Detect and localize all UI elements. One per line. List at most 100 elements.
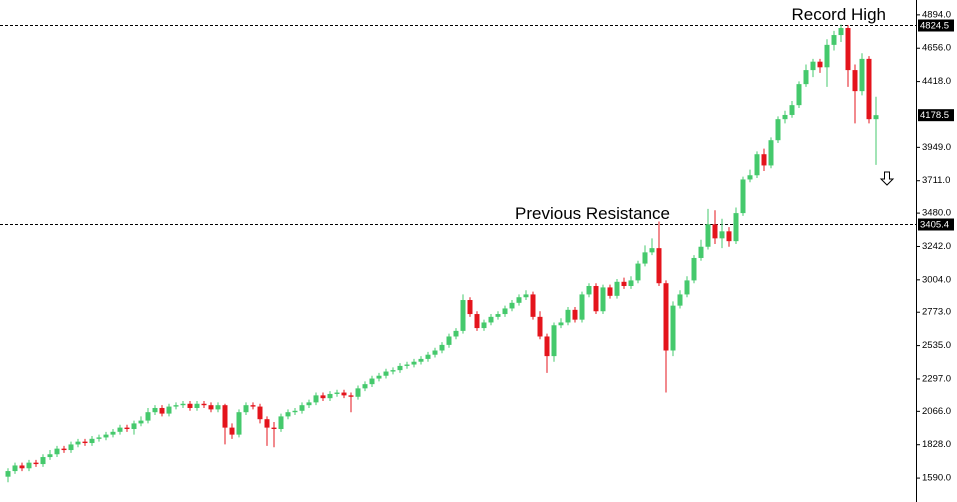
candle-body (404, 364, 410, 366)
candle-body (460, 300, 466, 331)
candle-body (733, 213, 739, 242)
candle-body (838, 28, 844, 36)
candle-body (656, 248, 662, 284)
candle-body (362, 384, 368, 389)
candle-body (96, 437, 102, 439)
candle-body (691, 257, 697, 281)
candle-body (586, 286, 592, 295)
candle-body (327, 393, 333, 399)
candle-body (257, 406, 263, 420)
candle-body (607, 287, 613, 296)
candle-body (831, 35, 837, 45)
candle-body (19, 465, 25, 469)
candle-body (334, 392, 340, 394)
candle-body (698, 246, 704, 258)
candle-body (138, 420, 144, 424)
candle-body (12, 465, 18, 472)
candle-body (264, 419, 270, 428)
candle-body (124, 427, 130, 430)
candle-body (754, 154, 760, 176)
candle-body (425, 354, 431, 359)
candle-body (663, 283, 669, 351)
candle-body (530, 294, 536, 317)
candle-body (614, 281, 620, 296)
price-box-label: 4824.5 (920, 21, 949, 32)
candle-body (82, 441, 88, 444)
y-tick-label: 1590.0 (922, 473, 951, 484)
candle-body (523, 294, 529, 298)
y-tick-label: 2066.0 (922, 406, 951, 417)
candle-body (824, 44, 830, 68)
candle-body (271, 427, 277, 430)
candle-body (33, 462, 39, 465)
y-tick-label: 4418.0 (922, 76, 951, 87)
candle-body (390, 370, 396, 372)
candle-body (418, 358, 424, 362)
candle-body (376, 375, 382, 379)
candle-body (68, 444, 74, 451)
down-arrow-icon (879, 171, 895, 186)
candle-body (600, 287, 606, 312)
candle-body (635, 263, 641, 281)
candle-body (201, 403, 207, 406)
y-tick-label: 3949.0 (922, 142, 951, 153)
candle-body (145, 412, 151, 421)
candle-body (26, 462, 32, 469)
candle-body (166, 406, 172, 414)
candle-body (278, 416, 284, 430)
candle-body (159, 407, 165, 414)
candle-body (502, 308, 508, 315)
y-tick-label: 1828.0 (922, 439, 951, 450)
candle-body (565, 309, 571, 323)
level-label: Previous Resistance (515, 204, 670, 223)
candle-body (89, 438, 95, 444)
candle-body (474, 314, 480, 329)
y-tick-label: 3480.0 (922, 208, 951, 219)
y-tick-label: 4894.0 (922, 9, 951, 20)
candle-body (810, 61, 816, 71)
candle-body (215, 405, 221, 410)
candle-body (621, 281, 627, 287)
candle-body (40, 457, 46, 465)
arrow-shape (879, 171, 895, 186)
price-box (918, 19, 954, 32)
candle-body (488, 316, 494, 323)
candle-body (705, 224, 711, 247)
candle-body (397, 365, 403, 371)
candle-body (187, 403, 193, 408)
y-tick-label: 2773.0 (922, 307, 951, 318)
candle-body (320, 395, 326, 399)
candle-body (782, 114, 788, 120)
candle-body (152, 407, 158, 413)
candle-body (740, 179, 746, 214)
candle-body (516, 297, 522, 303)
candle-body (208, 405, 214, 410)
y-tick-label: 3711.0 (922, 175, 950, 186)
candle-body (229, 427, 235, 435)
candle-body (75, 441, 81, 445)
candle-body (110, 431, 116, 435)
candle-body (726, 231, 732, 242)
candle-body (845, 28, 851, 71)
candle-body (859, 58, 865, 92)
candle-body (250, 405, 256, 407)
candle-body (544, 336, 550, 357)
candle-body (467, 300, 473, 315)
candle-body (446, 336, 452, 345)
candle-body (313, 395, 319, 403)
candle-body (775, 119, 781, 141)
candle-body (194, 403, 200, 408)
candle-body (173, 405, 179, 407)
candle-body (719, 231, 725, 239)
candle-body (817, 61, 823, 68)
candle-body (768, 140, 774, 166)
candle-body (236, 412, 242, 435)
price-box (918, 109, 954, 122)
candle-body (579, 294, 585, 320)
candle-body (712, 224, 718, 239)
candle-body (684, 280, 690, 295)
plot-area (0, 24, 916, 483)
candle-body (341, 392, 347, 396)
y-tick-label: 4656.0 (922, 43, 951, 54)
